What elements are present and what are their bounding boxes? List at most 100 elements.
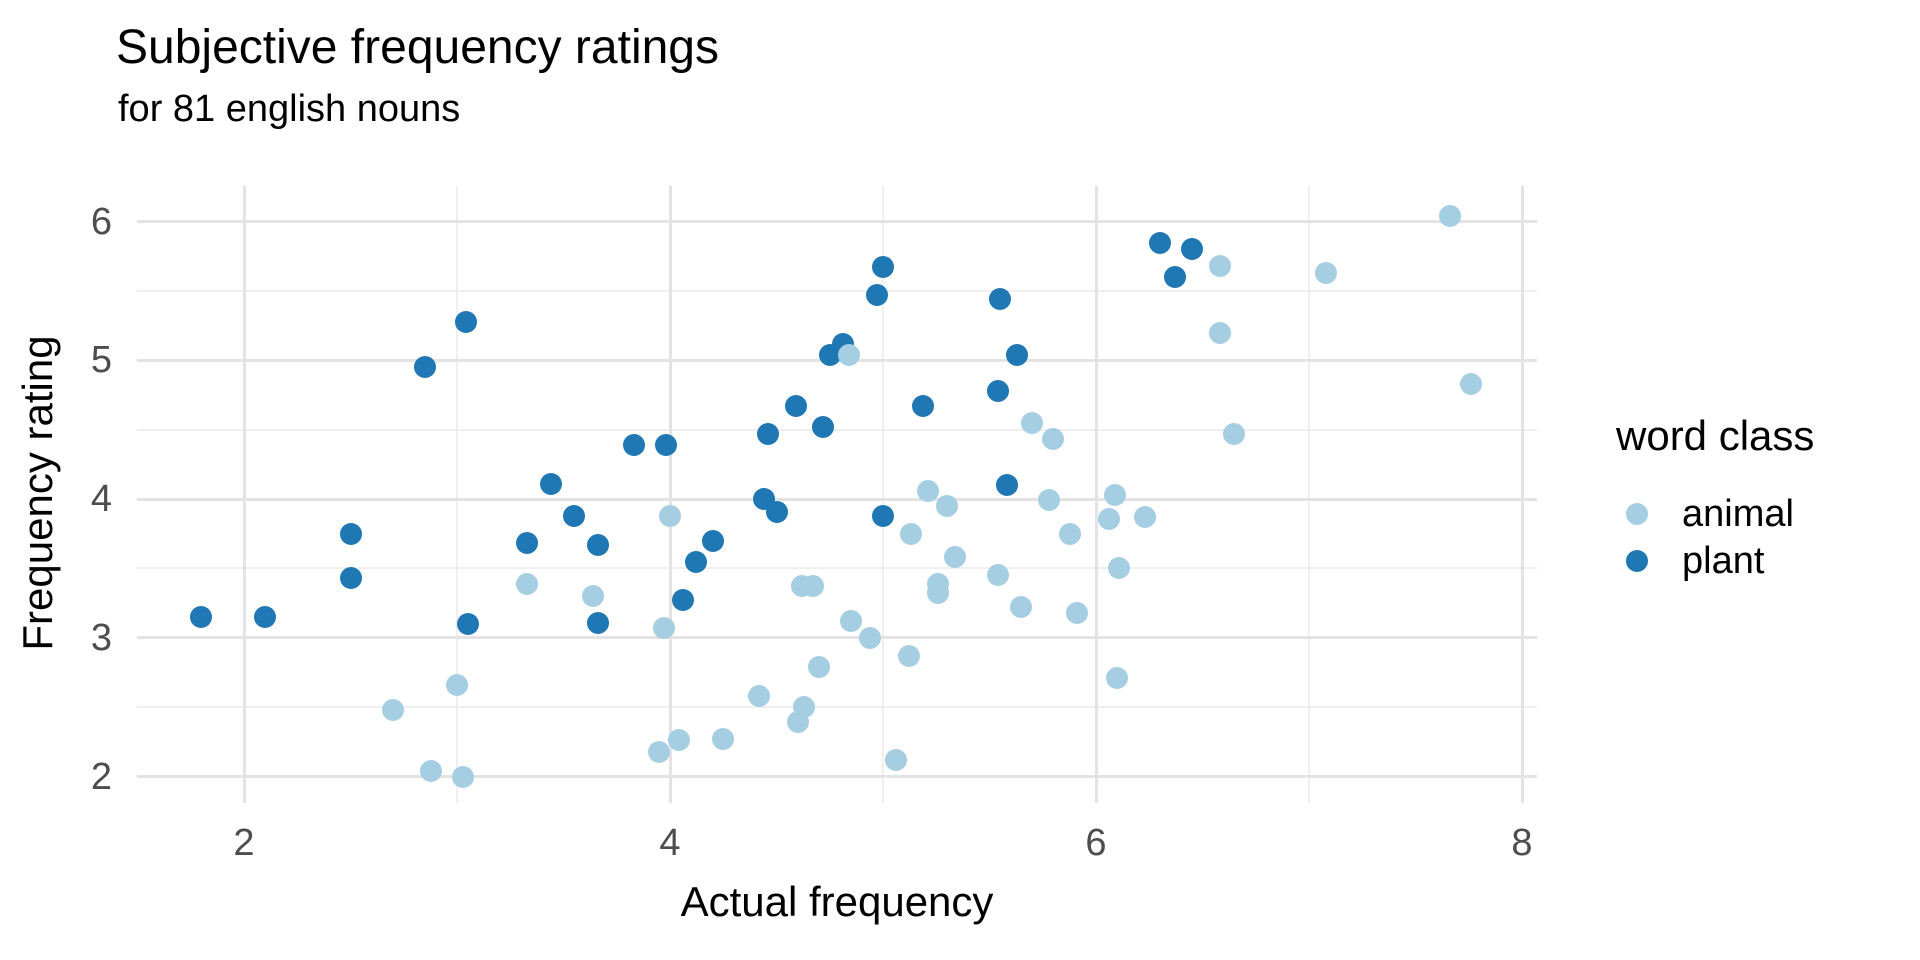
data-point-animal xyxy=(1133,506,1156,529)
data-point-plant xyxy=(756,422,779,445)
legend-title: word class xyxy=(1616,412,1815,459)
x-tick-label: 2 xyxy=(233,822,255,864)
y-tick-label: 3 xyxy=(90,616,112,659)
data-point-animal xyxy=(1104,483,1127,506)
data-point-plant xyxy=(414,356,437,379)
data-point-animal xyxy=(446,673,468,696)
data-point-plant xyxy=(539,472,562,495)
gridline-x-major xyxy=(1094,186,1098,803)
data-point-plant xyxy=(989,288,1012,311)
data-point-plant xyxy=(339,522,362,545)
gridline-x-minor xyxy=(456,186,458,803)
gridline-y-major xyxy=(137,636,1537,640)
data-point-animal xyxy=(1106,667,1129,690)
legend: word class animal plant xyxy=(1616,412,1814,584)
data-point-animal xyxy=(1208,321,1231,344)
gridline-x-major xyxy=(668,186,672,803)
data-point-animal xyxy=(837,343,860,366)
x-tick-label: 4 xyxy=(659,822,681,864)
legend-item-plant: plant xyxy=(1616,537,1814,584)
data-point-animal xyxy=(1459,372,1482,395)
data-point-plant xyxy=(516,532,539,555)
gridline-y-major xyxy=(137,775,1537,778)
chart-subtitle: for 81 english nouns xyxy=(118,88,461,130)
gridline-y-minor xyxy=(137,290,1537,293)
data-point-animal xyxy=(935,495,958,518)
data-point-animal xyxy=(1438,205,1461,228)
data-point-animal xyxy=(582,585,605,608)
data-point-plant xyxy=(765,500,788,523)
data-point-plant xyxy=(701,529,724,552)
data-point-plant xyxy=(563,504,586,527)
gridline-y-major xyxy=(137,220,1537,224)
data-point-animal xyxy=(712,728,735,751)
data-point-plant xyxy=(912,395,935,418)
data-point-animal xyxy=(916,479,939,502)
data-point-animal xyxy=(748,685,771,708)
chart-title: Subjective frequency ratings xyxy=(116,21,719,74)
data-point-animal xyxy=(840,610,863,633)
data-point-plant xyxy=(995,474,1018,497)
y-tick-label: 6 xyxy=(90,200,112,243)
gridline-y-minor xyxy=(137,567,1537,570)
data-point-animal xyxy=(884,748,907,771)
legend-key-dot-animal xyxy=(1626,502,1648,525)
gridline-x-major xyxy=(1520,186,1524,803)
legend-items: animal plant xyxy=(1616,490,1814,584)
data-point-plant xyxy=(1148,231,1171,254)
gridline-x-minor xyxy=(1308,186,1310,803)
data-point-animal xyxy=(1038,489,1061,512)
y-tick-label: 2 xyxy=(90,755,112,798)
data-point-animal xyxy=(859,626,882,649)
x-tick-label: 8 xyxy=(1511,822,1533,864)
x-axis-title: Actual frequency xyxy=(680,878,994,925)
data-point-animal xyxy=(987,564,1010,587)
y-tick-label: 4 xyxy=(90,478,112,521)
data-point-animal xyxy=(516,572,539,595)
data-point-animal xyxy=(1059,522,1082,545)
data-point-animal xyxy=(808,655,831,678)
data-point-animal xyxy=(944,546,967,569)
data-point-animal xyxy=(648,740,671,763)
data-point-animal xyxy=(786,711,809,734)
data-point-plant xyxy=(654,434,677,456)
data-point-animal xyxy=(927,582,950,605)
data-point-animal xyxy=(382,698,405,721)
data-point-plant xyxy=(671,589,694,612)
data-point-animal xyxy=(1223,422,1246,445)
legend-label: animal xyxy=(1682,492,1794,535)
plot-panel xyxy=(137,186,1537,803)
legend-item-animal: animal xyxy=(1616,490,1814,537)
data-point-animal xyxy=(1097,507,1120,530)
data-point-plant xyxy=(339,567,362,590)
data-point-plant xyxy=(872,256,894,279)
data-point-animal xyxy=(1208,255,1231,278)
data-point-plant xyxy=(684,550,707,573)
data-point-animal xyxy=(1042,428,1065,451)
data-point-animal xyxy=(1021,411,1044,434)
data-point-plant xyxy=(622,434,645,456)
data-point-animal xyxy=(897,644,920,667)
data-point-animal xyxy=(420,759,443,782)
gridline-y-minor xyxy=(137,706,1537,709)
data-point-plant xyxy=(254,605,277,628)
y-axis-title: Frequency rating xyxy=(14,335,61,651)
gridline-y-major xyxy=(137,497,1537,501)
data-point-plant xyxy=(812,415,835,438)
gridline-y-minor xyxy=(137,428,1537,431)
data-point-plant xyxy=(190,605,213,628)
gridline-x-major xyxy=(242,186,246,803)
gridline-x-minor xyxy=(882,186,884,803)
data-point-animal xyxy=(452,765,475,788)
legend-key-dot-plant xyxy=(1626,549,1648,572)
data-point-plant xyxy=(1163,266,1186,289)
data-point-animal xyxy=(801,575,824,598)
data-point-plant xyxy=(872,504,894,527)
data-point-plant xyxy=(454,310,477,333)
data-point-animal xyxy=(1315,262,1338,285)
legend-label: plant xyxy=(1682,539,1765,582)
data-point-plant xyxy=(987,379,1010,402)
data-point-plant xyxy=(1006,343,1029,366)
data-point-plant xyxy=(586,611,609,634)
